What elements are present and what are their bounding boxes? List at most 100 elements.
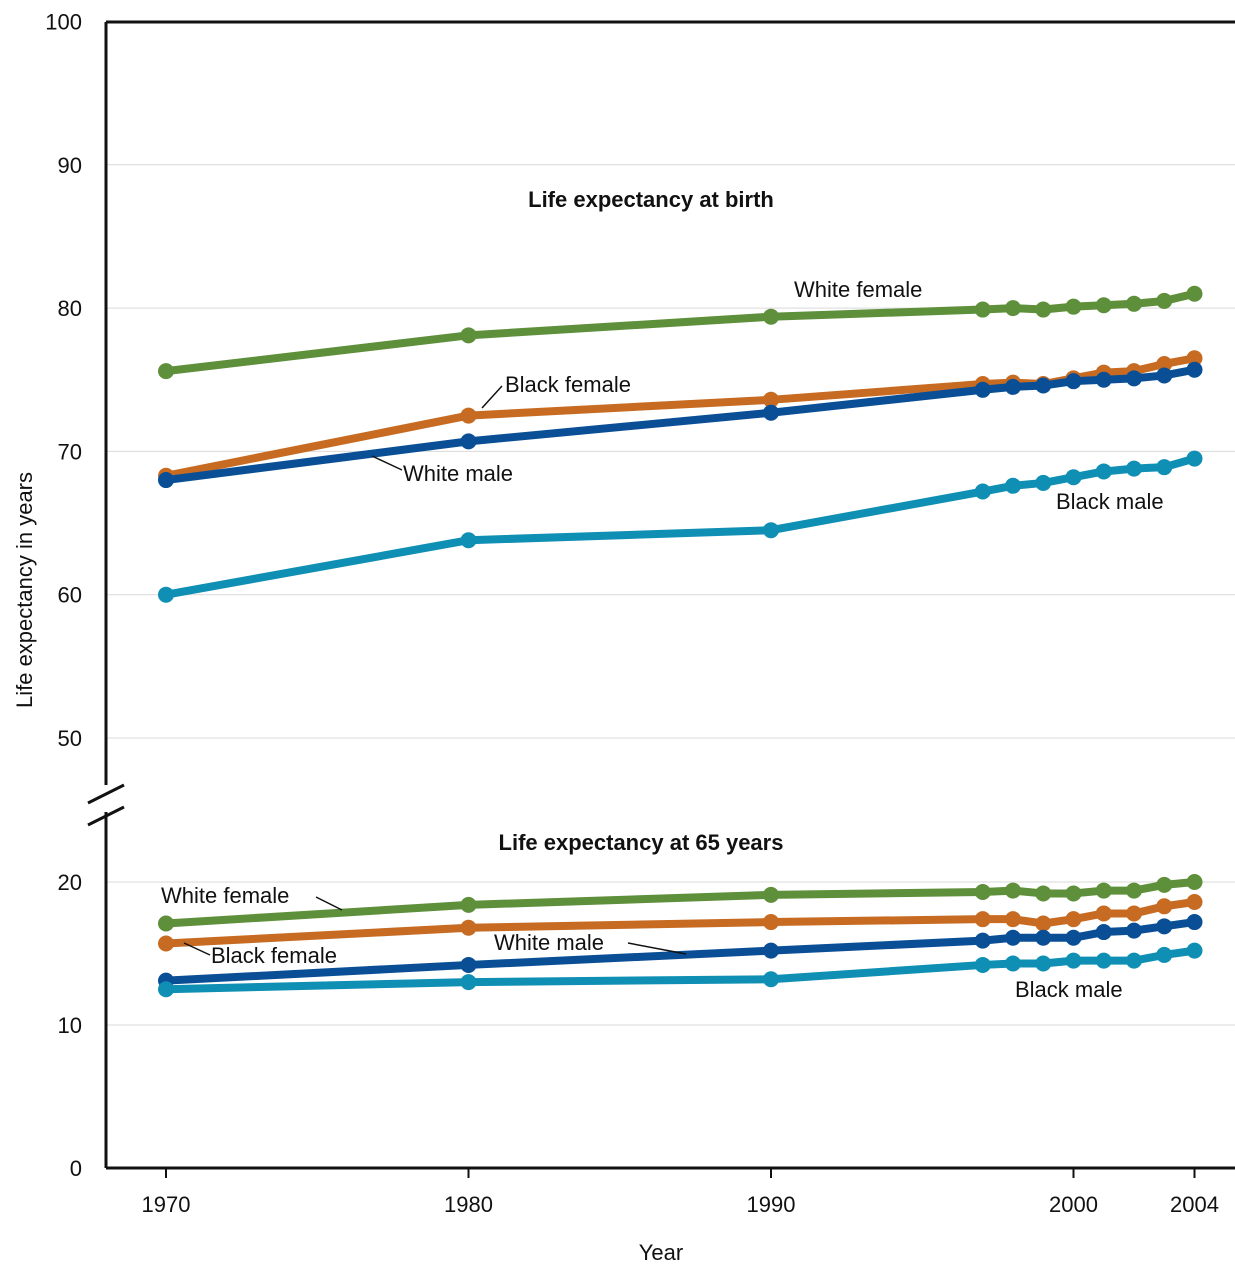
data-point-birth-white-male-1998: [1005, 378, 1021, 395]
data-point-birth-black-male-2001: [1095, 463, 1112, 480]
data-point-birth-black-male-1999: [1035, 474, 1052, 491]
x-tick-label-1990: 1990: [747, 1192, 796, 1217]
series-layer: [158, 285, 1203, 998]
leader-65-white-male: [627, 942, 687, 955]
data-point-age65-black-female-2001: [1095, 905, 1112, 922]
data-point-age65-white-male-2004: [1186, 914, 1203, 931]
leader-birth-black-female: [481, 385, 503, 409]
data-point-birth-white-female-1998: [1005, 300, 1021, 317]
data-point-age65-white-male-1999: [1035, 929, 1052, 946]
data-point-age65-black-male-1980: [460, 974, 477, 991]
axis-break-mark-2: [87, 805, 125, 827]
data-point-age65-black-male-2000: [1065, 952, 1082, 969]
axis-break-mark-1: [87, 783, 125, 805]
data-point-birth-black-male-1998: [1005, 477, 1021, 494]
data-point-age65-white-female-1998: [1005, 882, 1021, 899]
data-point-age65-black-female-2003: [1156, 898, 1173, 915]
data-point-birth-white-female-2004: [1186, 285, 1203, 302]
data-point-birth-black-male-2003: [1156, 459, 1173, 476]
y-axis-title: Life expectancy in years: [12, 472, 37, 708]
data-point-age65-black-male-2004: [1186, 942, 1203, 959]
data-point-birth-white-male-1990: [763, 404, 779, 421]
data-point-birth-white-female-2003: [1156, 292, 1173, 309]
leader-65-black-female: [183, 942, 211, 956]
x-axis-title: Year: [639, 1240, 683, 1265]
data-point-age65-black-male-2001: [1095, 952, 1112, 969]
data-point-age65-black-male-2002: [1126, 952, 1142, 969]
data-point-birth-white-male-1997: [974, 381, 991, 398]
y-tick-label-50: 50: [58, 726, 82, 751]
data-point-birth-white-female-2001: [1095, 297, 1112, 314]
y-tick-label-20: 20: [58, 870, 82, 895]
data-point-age65-white-male-1980: [460, 956, 477, 973]
data-point-birth-white-male-2000: [1065, 373, 1082, 390]
label-birth-white-male: White male: [403, 461, 513, 486]
data-point-birth-black-male-2004: [1186, 450, 1203, 467]
panel-title-65: Life expectancy at 65 years: [499, 830, 784, 855]
data-point-age65-black-female-1999: [1035, 915, 1052, 932]
panel-title-birth: Life expectancy at birth: [528, 187, 774, 212]
data-point-birth-white-male-2003: [1156, 367, 1173, 384]
data-point-age65-white-female-1990: [763, 886, 779, 903]
data-point-age65-white-male-2000: [1065, 929, 1082, 946]
label-65-white-male: White male: [494, 930, 604, 955]
data-point-age65-white-male-1990: [763, 942, 779, 959]
data-point-age65-black-female-2000: [1065, 911, 1082, 928]
data-point-birth-black-male-2002: [1126, 460, 1142, 477]
data-point-age65-white-male-1998: [1005, 929, 1021, 946]
y-tick-label-90: 90: [58, 153, 82, 178]
data-point-age65-white-female-2003: [1156, 876, 1173, 893]
y-tick-label-70: 70: [58, 439, 82, 464]
x-tick-label-2004: 2004: [1170, 1192, 1219, 1217]
data-point-birth-white-female-2000: [1065, 298, 1082, 315]
data-point-age65-white-female-1997: [974, 884, 991, 901]
data-point-birth-white-male-1970: [158, 472, 174, 489]
data-point-birth-white-female-1990: [763, 308, 779, 325]
data-point-age65-black-female-1998: [1005, 911, 1021, 928]
label-65-black-male: Black male: [1015, 977, 1123, 1002]
data-point-birth-black-female-1990: [763, 391, 779, 408]
data-point-age65-black-male-1990: [763, 971, 779, 988]
data-point-birth-white-female-1999: [1035, 301, 1052, 318]
data-point-birth-white-male-2002: [1126, 370, 1142, 387]
data-point-birth-white-male-2001: [1095, 371, 1112, 388]
data-point-age65-white-female-1970: [158, 915, 174, 932]
x-tick-label-2000: 2000: [1049, 1192, 1098, 1217]
data-point-age65-black-female-1970: [158, 935, 174, 952]
data-point-birth-black-male-2000: [1065, 469, 1082, 486]
label-65-white-female: White female: [161, 883, 289, 908]
leader-65-white-female: [315, 896, 343, 911]
data-point-age65-black-female-1990: [763, 914, 779, 931]
data-point-birth-white-female-1997: [974, 301, 991, 318]
label-birth-black-female: Black female: [505, 372, 631, 397]
data-point-birth-white-female-1980: [460, 327, 477, 344]
data-point-age65-white-male-2003: [1156, 918, 1173, 935]
data-point-age65-black-female-1980: [460, 919, 477, 936]
data-point-birth-white-male-1999: [1035, 377, 1052, 394]
data-point-age65-black-male-1997: [974, 956, 991, 973]
x-tick-label-1980: 1980: [444, 1192, 493, 1217]
label-birth-white-female: White female: [794, 277, 922, 302]
data-point-birth-white-female-2002: [1126, 295, 1142, 312]
data-point-age65-black-male-2003: [1156, 946, 1173, 963]
data-point-age65-black-female-2004: [1186, 894, 1203, 911]
tick-layer: 50 60 70 80 90 100 0 10 20 1970 1980 1990 2000 2004: [45, 10, 1219, 1218]
data-point-birth-black-male-1980: [460, 532, 477, 549]
data-point-birth-black-female-2004: [1186, 350, 1203, 367]
data-point-birth-black-male-1970: [158, 586, 174, 603]
y-tick-label-100: 100: [45, 10, 82, 35]
data-point-birth-black-female-2003: [1156, 355, 1173, 372]
y-tick-label-10: 10: [58, 1013, 82, 1038]
y-tick-label-0: 0: [70, 1156, 82, 1181]
axis-layer: [87, 20, 1235, 1170]
data-point-birth-white-male-2004: [1186, 361, 1203, 378]
y-tick-label-80: 80: [58, 296, 82, 321]
y-tick-label-60: 60: [58, 583, 82, 608]
data-point-age65-black-male-1970: [158, 981, 174, 998]
data-point-birth-black-male-1990: [763, 522, 779, 539]
data-point-age65-white-male-1997: [974, 932, 991, 949]
data-point-age65-white-male-2002: [1126, 922, 1142, 939]
leader-birth-white-male: [371, 455, 403, 471]
data-point-age65-white-female-2004: [1186, 874, 1203, 890]
